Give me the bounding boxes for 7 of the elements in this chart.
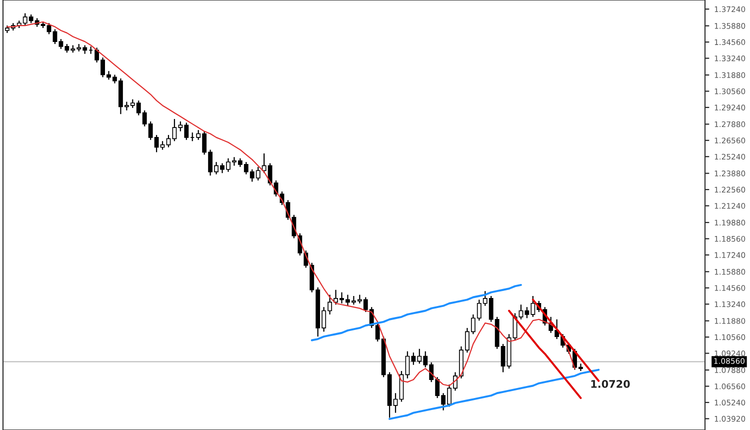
line-series — [508, 310, 582, 400]
candlestick — [166, 134, 171, 148]
line-series — [310, 284, 522, 342]
candlestick — [46, 22, 52, 35]
candlestick — [518, 304, 524, 320]
annotation: 1.0720 — [591, 380, 630, 388]
line-series — [532, 298, 600, 382]
